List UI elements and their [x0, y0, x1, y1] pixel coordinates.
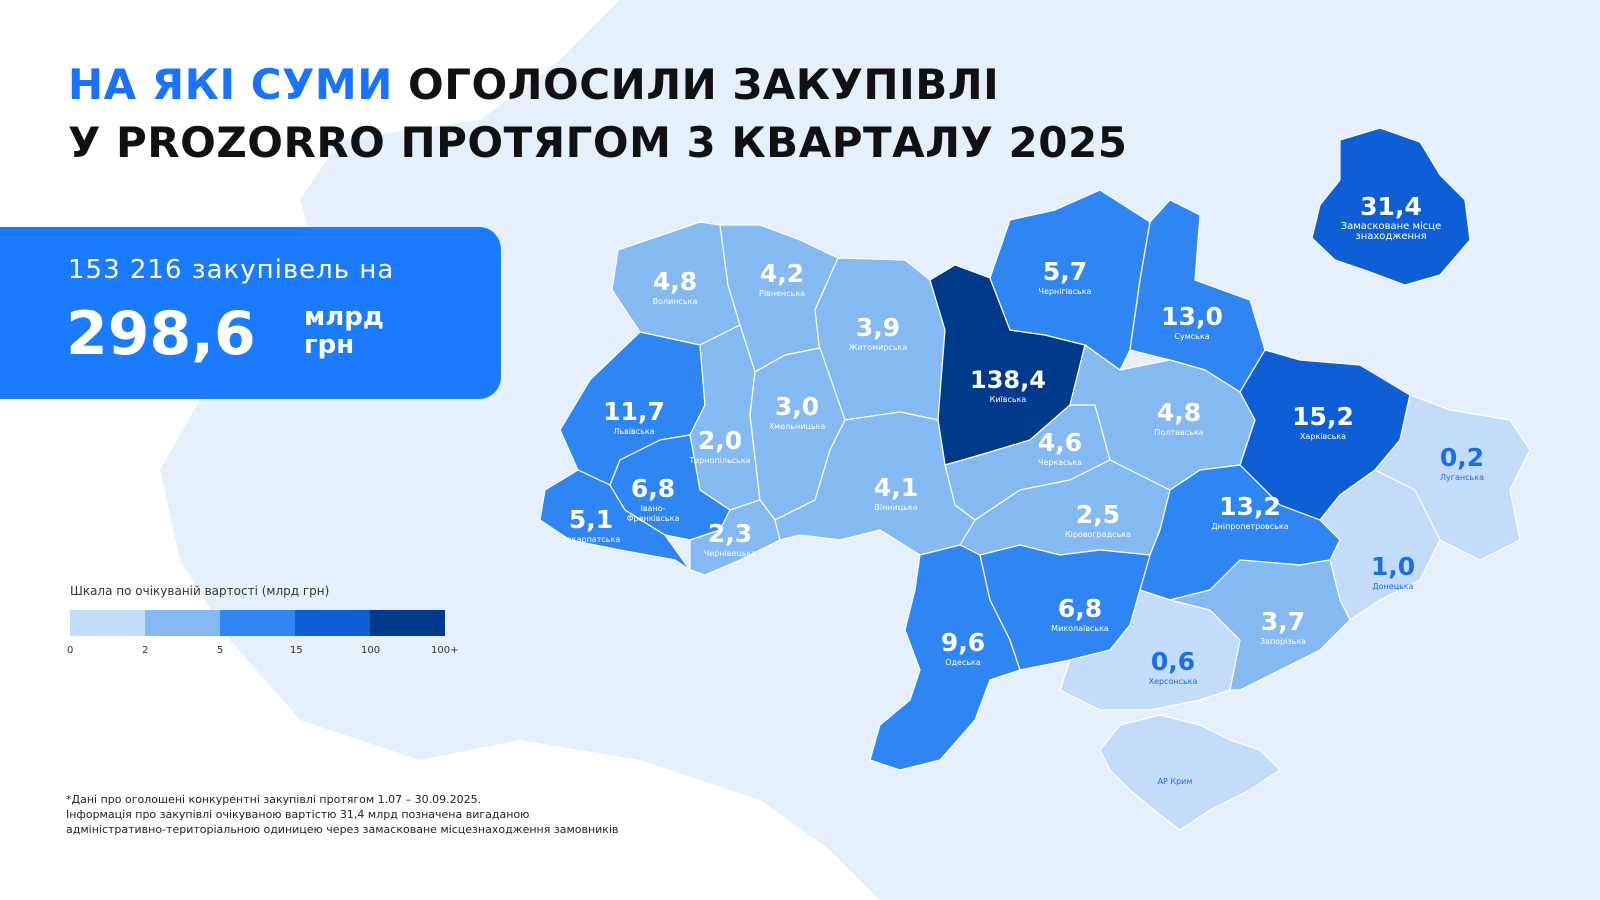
region-name-cherkasy: Черкаська: [1038, 458, 1082, 467]
legend-segment-5: [370, 610, 445, 636]
region-value-masked: 31,4: [1360, 192, 1422, 221]
region-name-vinnytsia: Вінницька: [874, 503, 917, 512]
region-name-kherson: Херсонська: [1149, 677, 1198, 686]
region-value-luhansk: 0,2: [1440, 443, 1484, 472]
region-value-zakarpattia: 5,1: [569, 505, 613, 534]
region-name-mykolaiv: Миколаївська: [1051, 624, 1109, 633]
title-accent: НА ЯКІ СУМИ: [68, 60, 393, 109]
region-name-luhansk: Луганська: [1440, 473, 1484, 482]
legend-tick-5: 5: [217, 645, 224, 656]
legend-segment-1: [70, 610, 145, 636]
region-name-ivano-frankivsk-2: Франківська: [627, 514, 680, 523]
region-name-donetsk: Донецька: [1372, 582, 1413, 591]
region-masked[interactable]: [1311, 127, 1471, 286]
summary-unit-line-2: грн: [304, 330, 355, 360]
region-value-sumy: 13,0: [1161, 302, 1223, 331]
background-land-2: [1000, 0, 1300, 140]
legend-tick-15: 15: [290, 645, 303, 656]
footnote-line-2: Інформація про закупівлі очікуваною варт…: [66, 808, 530, 821]
region-labels-layer: 4,8Волинська4,2Рівненська3,9Житомирська1…: [562, 192, 1484, 786]
legend-tick-100: 100: [361, 645, 381, 656]
region-zaporizhzhia[interactable]: [1169, 559, 1351, 691]
title-rest: ОГОЛОСИЛИ ЗАКУПІВЛІ: [407, 60, 1000, 109]
region-value-donetsk: 1,0: [1371, 552, 1415, 581]
region-name-volyn: Волинська: [653, 297, 698, 306]
region-value-ivano-frankivsk: 6,8: [631, 474, 675, 503]
region-value-lviv: 11,7: [603, 397, 665, 426]
region-value-ternopil: 2,0: [698, 426, 742, 455]
title-line-1: НА ЯКІ СУМИ ОГОЛОСИЛИ ЗАКУПІВЛІ: [68, 56, 1127, 114]
region-value-mykolaiv: 6,8: [1058, 594, 1102, 623]
region-value-chernihiv: 5,7: [1043, 257, 1087, 286]
region-value-kirovohrad: 2,5: [1076, 500, 1120, 529]
region-value-zaporizhzhia: 3,7: [1261, 607, 1305, 636]
legend-title: Шкала по очікуваній вартості (млрд грн): [70, 584, 330, 598]
region-value-cherkasy: 4,6: [1038, 428, 1082, 457]
region-name-crimea: АР Крим: [1158, 777, 1193, 786]
region-crimea[interactable]: [1099, 714, 1281, 831]
region-luhansk[interactable]: [1374, 394, 1531, 561]
summary-count: 153 216 закупівель на: [68, 255, 395, 285]
region-value-kharkiv: 15,2: [1292, 402, 1354, 431]
region-name-zakarpattia: Закарпатська: [562, 535, 621, 544]
summary-panel: 153 216 закупівель на 298,6 млрд грн: [0, 227, 501, 399]
footnote: *Дані про оголошені конкурентні закупівл…: [66, 792, 619, 837]
region-value-kyiv: 138,4: [970, 366, 1046, 394]
region-name-zaporizhzhia: Запорізька: [1260, 637, 1306, 646]
region-value-zhytomyr: 3,9: [856, 313, 900, 342]
region-name-sumy: Сумська: [1174, 332, 1209, 341]
region-name-lviv: Львівська: [613, 427, 654, 436]
region-value-rivne: 4,2: [760, 259, 804, 288]
region-value-kherson: 0,6: [1151, 647, 1195, 676]
page-title: НА ЯКІ СУМИ ОГОЛОСИЛИ ЗАКУПІВЛІ У PROZOR…: [68, 56, 1127, 172]
summary-unit: млрд грн: [304, 303, 384, 359]
region-name-odesa: Одеська: [945, 658, 981, 667]
legend-tick-2: 2: [142, 645, 149, 656]
region-name-ivano-frankivsk-1: Івано-: [641, 504, 666, 513]
region-name-chernivtsi: Чернівецька: [704, 549, 757, 558]
region-name-zhytomyr: Житомирська: [849, 343, 908, 352]
legend-tick-0: 0: [67, 645, 74, 656]
legend-tick-100-plus: 100+: [431, 645, 459, 656]
title-line-2: У PROZORRO ПРОТЯГОМ 3 КВАРТАЛУ 2025: [68, 118, 1128, 167]
region-vinnytsia[interactable]: [774, 411, 976, 556]
region-value-poltava: 4,8: [1157, 398, 1201, 427]
region-name-kirovohrad: Кіровоградська: [1065, 530, 1131, 539]
region-name-kharkiv: Харківська: [1300, 432, 1346, 441]
region-name-poltava: Полтавська: [1154, 428, 1203, 437]
region-name-rivne: Рівненська: [759, 289, 805, 298]
legend-bar: [70, 610, 445, 636]
footnote-line-3: адміністративно-територіальною одиницею …: [66, 823, 619, 836]
region-name-masked-2: знаходження: [1355, 231, 1426, 242]
region-name-dnipropetrovsk: Дніпропетровська: [1211, 522, 1288, 531]
region-value-chernivtsi: 2,3: [708, 519, 752, 548]
region-name-chernihiv: Чернігівська: [1039, 287, 1092, 296]
region-value-dnipropetrovsk: 13,2: [1219, 492, 1281, 521]
region-value-khmelnytskyi: 3,0: [775, 392, 819, 421]
region-name-khmelnytskyi: Хмельницька: [769, 422, 826, 431]
region-donetsk[interactable]: [1319, 469, 1441, 621]
legend-segment-4: [295, 610, 370, 636]
region-value-volyn: 4,8: [653, 267, 697, 296]
footnote-line-1: *Дані про оголошені конкурентні закупівл…: [66, 793, 482, 806]
legend-segment-2: [145, 610, 220, 636]
region-value-odesa: 9,6: [941, 628, 985, 657]
summary-amount: 298,6: [66, 299, 256, 369]
summary-unit-line-1: млрд: [304, 302, 384, 332]
region-name-masked-1: Замасковане місце: [1341, 220, 1442, 232]
legend-segment-3: [220, 610, 295, 636]
region-name-ternopil: Тернопільська: [688, 456, 750, 465]
regions-layer: [539, 127, 1531, 831]
region-value-vinnytsia: 4,1: [874, 473, 918, 502]
region-name-kyiv: Київська: [990, 395, 1027, 404]
